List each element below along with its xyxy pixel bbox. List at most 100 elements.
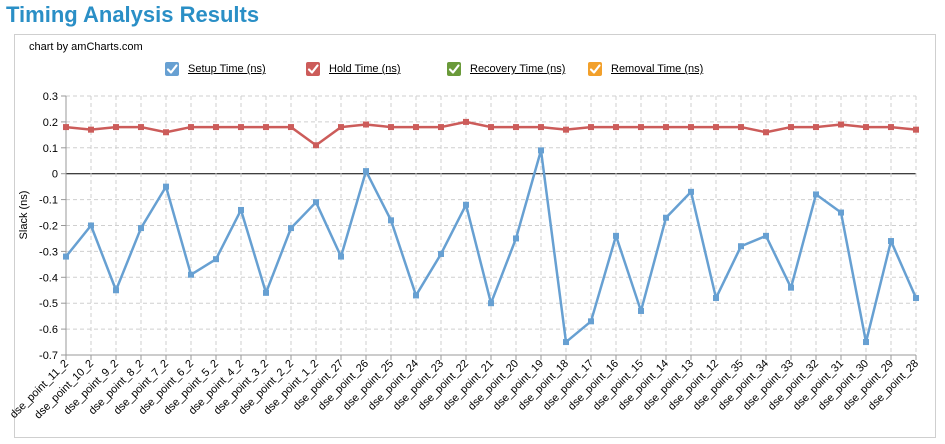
y-tick-label: -0.3 [39, 246, 58, 258]
data-point[interactable] [163, 129, 169, 136]
data-point[interactable] [888, 124, 894, 131]
legend-item-removal-time[interactable]: Removal Time (ns) [588, 62, 703, 76]
checkbox-icon[interactable] [588, 62, 602, 76]
data-point[interactable] [88, 126, 94, 133]
data-point[interactable] [738, 124, 744, 131]
data-point[interactable] [363, 168, 369, 175]
data-point[interactable] [88, 222, 94, 229]
data-point[interactable] [838, 209, 844, 216]
data-point[interactable] [463, 201, 469, 208]
y-tick-label: -0.2 [39, 221, 58, 233]
data-point[interactable] [138, 225, 144, 232]
data-point[interactable] [263, 124, 269, 131]
data-point[interactable] [63, 124, 69, 131]
legend-label[interactable]: Hold Time (ns) [329, 63, 401, 75]
data-point[interactable] [288, 124, 294, 131]
data-point[interactable] [213, 256, 219, 263]
legend-item-setup-time[interactable]: Setup Time (ns) [165, 62, 266, 76]
data-point[interactable] [288, 225, 294, 232]
data-point[interactable] [563, 339, 569, 346]
series-hold-time [63, 118, 919, 149]
y-tick-label: 0.2 [43, 117, 58, 129]
data-point[interactable] [763, 129, 769, 136]
data-point[interactable] [413, 124, 419, 131]
data-point[interactable] [638, 124, 644, 131]
data-point[interactable] [488, 300, 494, 307]
data-point[interactable] [738, 243, 744, 250]
series-setup-time [63, 147, 919, 346]
data-point[interactable] [663, 214, 669, 221]
data-point[interactable] [713, 295, 719, 302]
chart-credit-link[interactable]: chart by amCharts.com [29, 41, 143, 53]
data-point[interactable] [613, 232, 619, 239]
data-point[interactable] [188, 271, 194, 278]
checkbox-icon[interactable] [165, 62, 179, 76]
checkbox-icon[interactable] [306, 62, 320, 76]
y-tick-label: 0 [52, 169, 58, 181]
data-point[interactable] [563, 126, 569, 133]
y-tick-label: 0.1 [43, 143, 58, 155]
data-point[interactable] [713, 124, 719, 131]
data-point[interactable] [788, 284, 794, 291]
legend-label[interactable]: Removal Time (ns) [611, 63, 704, 75]
data-point[interactable] [913, 295, 919, 302]
data-point[interactable] [538, 147, 544, 154]
data-point[interactable] [113, 287, 119, 294]
data-point[interactable] [613, 124, 619, 131]
gridlines [65, 95, 917, 356]
chart-container: chart by amCharts.com Setup Time (ns) Ho… [8, 34, 936, 438]
data-point[interactable] [538, 124, 544, 131]
data-point[interactable] [413, 292, 419, 299]
data-point[interactable] [388, 217, 394, 224]
data-point[interactable] [688, 124, 694, 131]
data-point[interactable] [238, 124, 244, 131]
data-point[interactable] [913, 126, 919, 133]
data-point[interactable] [588, 124, 594, 131]
data-point[interactable] [763, 232, 769, 239]
data-point[interactable] [663, 124, 669, 131]
data-point[interactable] [238, 206, 244, 213]
data-point[interactable] [263, 289, 269, 296]
legend-item-hold-time[interactable]: Hold Time (ns) [306, 62, 401, 76]
data-point[interactable] [813, 191, 819, 198]
data-point[interactable] [888, 238, 894, 245]
data-point[interactable] [388, 124, 394, 131]
data-point[interactable] [863, 124, 869, 131]
data-point[interactable] [788, 124, 794, 131]
data-point[interactable] [588, 318, 594, 325]
data-point[interactable] [188, 124, 194, 131]
legend-label[interactable]: Setup Time (ns) [188, 63, 266, 75]
checkmark-icon [307, 64, 319, 74]
data-point[interactable] [463, 118, 469, 125]
y-tick-label: -0.5 [39, 298, 58, 310]
data-point[interactable] [438, 250, 444, 257]
axes: 0.30.20.10-0.1-0.2-0.3-0.4-0.5-0.6-0.7ds… [8, 91, 921, 421]
chart-legend: Setup Time (ns) Hold Time (ns) Recovery … [15, 62, 935, 78]
data-point[interactable] [63, 253, 69, 260]
y-tick-label: 0.3 [43, 91, 58, 103]
checkmark-icon [166, 64, 178, 74]
legend-label[interactable]: Recovery Time (ns) [470, 63, 566, 75]
data-point[interactable] [338, 253, 344, 260]
data-point[interactable] [688, 188, 694, 195]
series-lines [63, 118, 919, 346]
checkbox-icon[interactable] [447, 62, 461, 76]
data-point[interactable] [338, 124, 344, 131]
data-point[interactable] [313, 199, 319, 206]
line-chart: 0.30.20.10-0.1-0.2-0.3-0.4-0.5-0.6-0.7ds… [8, 91, 921, 421]
data-point[interactable] [863, 339, 869, 346]
legend-item-recovery-time[interactable]: Recovery Time (ns) [447, 62, 565, 76]
data-point[interactable] [163, 183, 169, 190]
data-point[interactable] [213, 124, 219, 131]
data-point[interactable] [313, 142, 319, 149]
data-point[interactable] [838, 121, 844, 128]
data-point[interactable] [638, 307, 644, 314]
data-point[interactable] [813, 124, 819, 131]
data-point[interactable] [513, 124, 519, 131]
data-point[interactable] [438, 124, 444, 131]
data-point[interactable] [363, 121, 369, 128]
data-point[interactable] [113, 124, 119, 131]
data-point[interactable] [488, 124, 494, 131]
data-point[interactable] [513, 235, 519, 242]
data-point[interactable] [138, 124, 144, 131]
